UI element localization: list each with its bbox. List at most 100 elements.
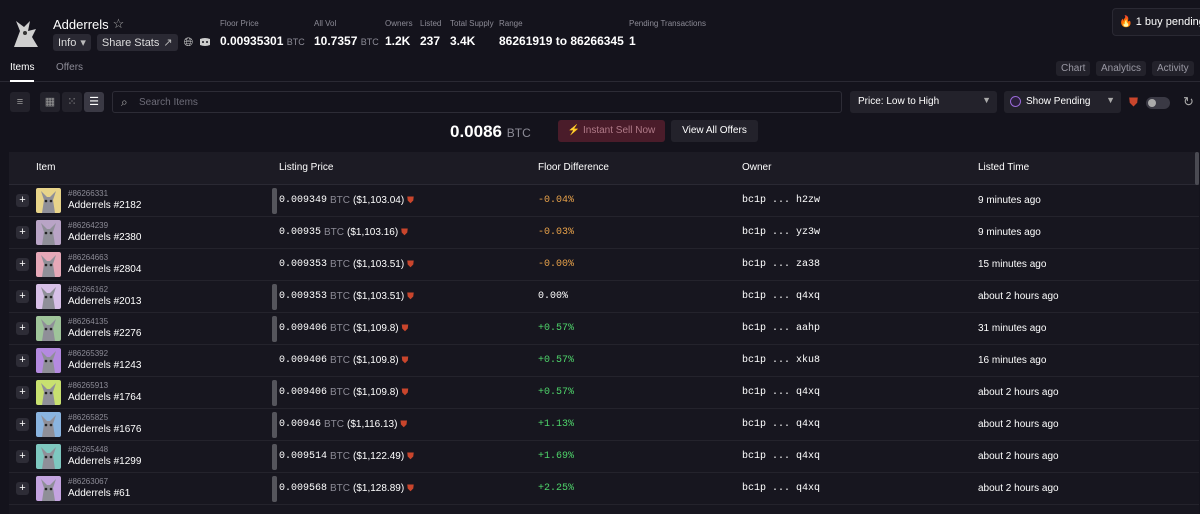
tab-items[interactable]: Items [10, 62, 35, 82]
col-item[interactable]: Item [36, 162, 56, 173]
instant-sell-button[interactable]: ⚡ Instant Sell Now [558, 120, 665, 142]
item-thumbnail[interactable] [36, 188, 61, 213]
floor-difference: +0.57% [538, 387, 575, 398]
expand-row-icon[interactable]: + [16, 194, 29, 207]
price-unit: BTC [330, 259, 351, 270]
col-listing-price[interactable]: Listing Price [279, 162, 334, 173]
item-name[interactable]: Adderrels #61 [68, 488, 131, 499]
item-name[interactable]: Adderrels #1299 [68, 456, 142, 467]
table-row[interactable]: + #86266162 Adderrels #2013 0.009353 BTC ($1,… [9, 281, 1199, 313]
expand-row-icon[interactable]: + [16, 450, 29, 463]
expand-row-icon[interactable]: + [16, 258, 29, 271]
owner-address[interactable]: bc1p ... xku8 [742, 355, 821, 366]
expand-row-icon[interactable]: + [16, 386, 29, 399]
shield-icon: ⛊ [407, 291, 414, 301]
table-row[interactable]: + #86265913 Adderrels #1764 0.009406 BTC ($1,… [9, 377, 1199, 409]
listing-price: 0.009353 BTC ($1,103.51) ⛊ [279, 291, 414, 302]
scrollbar[interactable] [1195, 152, 1199, 185]
expand-row-icon[interactable]: + [16, 322, 29, 335]
col-owner[interactable]: Owner [742, 162, 772, 173]
item-name[interactable]: Adderrels #2804 [68, 264, 142, 275]
shield-toggle[interactable] [1146, 97, 1170, 109]
item-name[interactable]: Adderrels #2276 [68, 328, 142, 339]
item-name[interactable]: Adderrels #2013 [68, 296, 142, 307]
item-thumbnail[interactable] [36, 444, 61, 469]
table-row[interactable]: + #86264239 Adderrels #2380 0.00935 BTC ($1,1… [9, 217, 1199, 249]
stat-value: 0.00935301 BTC [220, 34, 305, 48]
tab-activity[interactable]: Activity [1152, 61, 1194, 76]
floor-difference: 0.00% [538, 291, 569, 302]
grid-small-icon[interactable]: ⁙ [62, 92, 82, 112]
item-thumbnail[interactable] [36, 252, 61, 277]
table-row[interactable]: + #86266331 Adderrels #2182 0.009349 BTC ($1,… [9, 185, 1199, 217]
pending-select[interactable]: Show Pending ▼ [1004, 91, 1121, 113]
item-name[interactable]: Adderrels #1243 [68, 360, 142, 371]
table-row[interactable]: + #86265448 Adderrels #1299 0.009514 BTC ($1,… [9, 441, 1199, 473]
info-label: Info [58, 36, 77, 49]
owner-address[interactable]: bc1p ... q4xq [742, 419, 821, 430]
price-usd: ($1,116.13) [347, 419, 398, 430]
owner-address[interactable]: bc1p ... q4xq [742, 291, 821, 302]
shield-icon: ⛊ [407, 195, 414, 205]
pending-buy-notice[interactable]: 🔥 1 buy pending... [1112, 8, 1200, 36]
item-thumbnail[interactable] [36, 412, 61, 437]
table-row[interactable]: + #86263067 Adderrels #61 0.009568 BTC ($1,12… [9, 473, 1199, 505]
search-input[interactable] [139, 94, 829, 110]
item-name[interactable]: Adderrels #1764 [68, 392, 142, 403]
price-btc: 0.009514 [279, 451, 328, 462]
item-thumbnail[interactable] [36, 220, 61, 245]
filter-icon[interactable]: ≡ [10, 92, 30, 112]
stat-label: All Vol [314, 19, 337, 28]
sort-select[interactable]: Price: Low to High ▼ [850, 91, 997, 113]
table-row[interactable]: + #86265825 Adderrels #1676 0.00946 BTC ($1,1… [9, 409, 1199, 441]
floor-difference: -0.04% [538, 195, 575, 206]
table-row[interactable]: + #86264663 Adderrels #2804 0.009353 BTC ($1,… [9, 249, 1199, 281]
share-stats-button[interactable]: Share Stats ↗ [96, 34, 178, 51]
price-btc: 0.00935 [279, 227, 322, 238]
price-usd: ($1,103.51) [353, 291, 405, 302]
table-row[interactable]: + #86264135 Adderrels #2276 0.009406 BTC ($1,… [9, 313, 1199, 345]
globe-icon[interactable]: 🌐︎ [183, 35, 194, 49]
listed-time: 9 minutes ago [978, 195, 1041, 206]
col-floor-difference[interactable]: Floor Difference [538, 162, 609, 173]
star-icon[interactable]: ☆ [112, 16, 125, 31]
expand-row-icon[interactable]: + [16, 482, 29, 495]
tab-offers[interactable]: Offers [56, 62, 84, 73]
item-name[interactable]: Adderrels #1676 [68, 424, 142, 435]
list-view-icon[interactable]: ☰ [84, 92, 104, 112]
owner-address[interactable]: bc1p ... aahp [742, 323, 821, 334]
item-thumbnail[interactable] [36, 476, 61, 501]
expand-row-icon[interactable]: + [16, 354, 29, 367]
expand-row-icon[interactable]: + [16, 226, 29, 239]
item-name[interactable]: Adderrels #2380 [68, 232, 142, 243]
col-listed-time[interactable]: Listed Time [978, 162, 1030, 173]
owner-address[interactable]: bc1p ... yz3w [742, 227, 821, 238]
stat-label: Owners [385, 19, 413, 28]
shield-icon: ⛊ [401, 355, 409, 365]
stat-value: 1 [629, 34, 636, 48]
owner-address[interactable]: bc1p ... q4xq [742, 483, 821, 494]
item-name[interactable]: Adderrels #2182 [68, 200, 142, 211]
info-dropdown[interactable]: Info ▾ [53, 34, 91, 51]
tab-chart[interactable]: Chart [1056, 61, 1091, 76]
item-thumbnail[interactable] [36, 348, 61, 373]
owner-address[interactable]: bc1p ... q4xq [742, 451, 821, 462]
grid-large-icon[interactable]: ▦ [40, 92, 60, 112]
item-thumbnail[interactable] [36, 284, 61, 309]
owner-address[interactable]: bc1p ... h2zw [742, 195, 821, 206]
expand-row-icon[interactable]: + [16, 418, 29, 431]
refresh-icon[interactable]: ↻ [1183, 94, 1194, 109]
item-thumbnail[interactable] [36, 316, 61, 341]
table-row[interactable]: + #86265392 Adderrels #1243 0.009406 BTC ($1,… [9, 345, 1199, 377]
owner-address[interactable]: bc1p ... q4xq [742, 387, 821, 398]
inscription-id: #86263067 [68, 477, 109, 486]
expand-row-icon[interactable]: + [16, 290, 29, 303]
owner-address[interactable]: bc1p ... za38 [742, 259, 821, 270]
shield-icon: ⛊ [400, 419, 408, 429]
price-btc: 0.00946 [279, 419, 322, 430]
item-thumbnail[interactable] [36, 380, 61, 405]
view-all-offers-button[interactable]: View All Offers [671, 120, 758, 142]
price-unit: BTC [330, 387, 351, 398]
tab-analytics[interactable]: Analytics [1096, 61, 1147, 76]
discord-icon[interactable] [199, 36, 211, 50]
